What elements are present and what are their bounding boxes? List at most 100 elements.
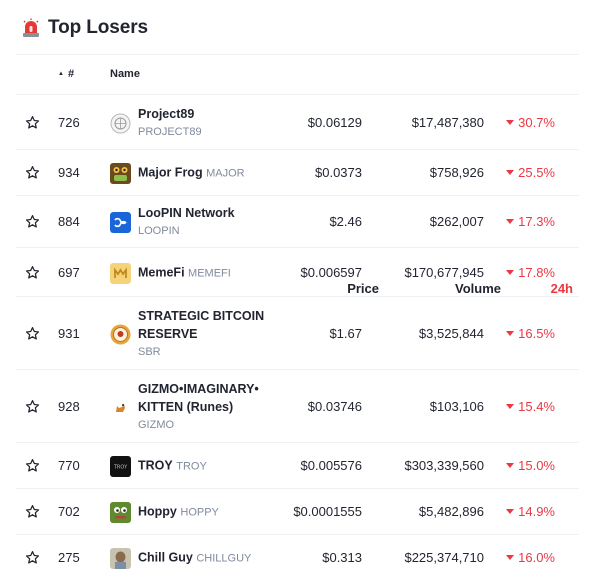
volume-value: $262,007 — [429, 214, 484, 229]
table-row[interactable]: 275 Chill Guy CHILLGUY $0.313 $225,374,710 1… — [16, 534, 579, 581]
caret-down-icon — [506, 170, 515, 175]
svg-text:TROY: TROY — [113, 465, 128, 471]
table-row[interactable]: 928 GIZMO•IMAGINARY• KITTEN (Runes) GIZMO… — [16, 369, 579, 443]
change-24h-value: 14.9% — [518, 504, 555, 519]
price-value: $0.006597 — [300, 264, 362, 280]
change-24h-value: 15.4% — [518, 398, 555, 414]
change-24h-value: 30.7% — [518, 114, 555, 130]
column-header-price[interactable]: Price — [347, 280, 379, 296]
coin-name-cell[interactable]: LooPIN Network LOOPIN — [138, 204, 268, 240]
widget-header: Top Losers — [21, 16, 148, 40]
column-header-rank-label: # — [67, 68, 75, 80]
change-24h: 15.4% — [506, 399, 555, 415]
coin-name[interactable]: Major Frog — [138, 165, 203, 180]
memefi-logo — [110, 262, 131, 284]
volume-value: $5,482,896 — [418, 504, 484, 519]
caret-down-icon — [506, 509, 515, 514]
change-24h-value: 16.5% — [518, 325, 555, 341]
star-icon[interactable] — [25, 214, 40, 229]
coin-name[interactable]: GIZMO•IMAGINARY• KITTEN (Runes) — [138, 381, 259, 414]
coin-name[interactable]: Hoppy — [138, 504, 177, 519]
table-row[interactable]: 697 MemeFi MEMEFI $0.006597 $170,677,945 17.… — [16, 247, 579, 297]
volume-value: $170,677,945 — [404, 264, 484, 280]
change-24h: 16.0% — [506, 550, 555, 566]
price-value: $0.0001555 — [293, 504, 362, 519]
table-row[interactable]: 770 TROY TROY TROY $0.005576 $303,339,560 15.… — [16, 442, 579, 489]
loopin-logo — [110, 212, 131, 233]
widget-title: Top Losers — [48, 17, 148, 38]
coin-name-cell[interactable]: Project89 PROJECT89 — [138, 105, 268, 141]
volume-value: $225,374,710 — [404, 550, 484, 565]
star-icon[interactable] — [25, 115, 40, 130]
volume-value: $758,926 — [429, 165, 484, 180]
coin-name[interactable]: MemeFi — [138, 265, 185, 279]
change-24h: 17.8% — [506, 265, 555, 281]
coin-name[interactable]: STRATEGIC BITCOIN RESERVE — [138, 308, 265, 341]
coin-symbol: PROJECT89 — [138, 125, 202, 138]
change-24h: 17.3% — [506, 214, 555, 230]
header-divider — [16, 54, 579, 55]
change-24h: 16.5% — [506, 326, 555, 342]
coin-name-cell[interactable]: GIZMO•IMAGINARY• KITTEN (Runes) GIZMO — [138, 380, 268, 434]
column-header-24h[interactable]: 24h — [550, 280, 573, 296]
change-24h: 30.7% — [506, 115, 555, 131]
star-icon[interactable] — [25, 165, 40, 180]
table-row[interactable]: 884 LooPIN Network LOOPIN $2.46 $262,007 17.… — [16, 195, 579, 248]
change-24h-value: 25.5% — [518, 165, 555, 180]
rank-value: 275 — [58, 550, 80, 565]
coin-symbol: MAJOR — [206, 167, 245, 180]
star-icon[interactable] — [25, 550, 40, 565]
table-row[interactable]: 934 Major Frog MAJOR $0.0373 $758,926 25.5% — [16, 149, 579, 196]
rank-value: 934 — [58, 165, 80, 180]
coin-name-cell[interactable]: TROY TROY — [138, 457, 268, 476]
troy-logo: TROY — [110, 456, 131, 477]
caret-down-icon — [506, 219, 515, 224]
caret-down-icon — [506, 330, 515, 336]
volume-value: $3,525,844 — [418, 325, 484, 341]
caret-down-icon — [506, 403, 515, 409]
table-row[interactable]: 726 Project89 PROJECT89 $0.06129 $17,487,38… — [16, 94, 579, 150]
coin-name[interactable]: TROY — [138, 458, 173, 473]
volume-value: $103,106 — [429, 398, 484, 414]
price-value: $0.06129 — [307, 114, 362, 130]
change-24h-value: 17.3% — [518, 214, 555, 229]
column-header-rank[interactable]: ▲ # — [58, 68, 74, 80]
coin-name-cell[interactable]: STRATEGIC BITCOIN RESERVE SBR — [138, 307, 268, 361]
coin-name[interactable]: LooPIN Network — [138, 206, 235, 220]
caret-down-icon — [506, 269, 515, 275]
table-row[interactable]: 931 STRATEGIC BITCOIN RESERVE SBR $1.67 $3,… — [16, 296, 579, 370]
change-24h-value: 17.8% — [518, 264, 555, 280]
change-24h: 14.9% — [506, 504, 555, 520]
star-icon[interactable] — [25, 399, 40, 414]
siren-icon — [23, 18, 39, 37]
star-icon[interactable] — [25, 265, 40, 280]
price-value: $0.313 — [322, 550, 362, 565]
coin-symbol: HOPPY — [180, 506, 219, 519]
table-row[interactable]: 702 Hoppy HOPPY $0.0001555 $5,482,896 14.9% — [16, 488, 579, 535]
hoppy-logo — [110, 502, 131, 523]
coin-name[interactable]: Project89 — [138, 106, 195, 121]
coin-name[interactable]: Chill Guy — [138, 550, 193, 565]
coin-symbol: MEMEFI — [188, 267, 231, 279]
caret-down-icon — [506, 463, 515, 468]
coin-name-cell[interactable]: Major Frog MAJOR — [138, 164, 268, 183]
change-24h: 15.0% — [506, 458, 555, 474]
caret-down-icon — [506, 555, 515, 560]
column-header-name[interactable]: Name — [110, 68, 140, 80]
rank-value: 931 — [58, 325, 80, 341]
price-value: $0.03746 — [307, 398, 362, 414]
star-icon[interactable] — [25, 458, 40, 473]
star-icon[interactable] — [25, 326, 40, 341]
coin-name-cell[interactable]: MemeFi MEMEFI — [138, 263, 268, 282]
volume-value: $303,339,560 — [404, 458, 484, 473]
rank-value: 726 — [58, 114, 80, 130]
coin-name-cell[interactable]: Hoppy HOPPY — [138, 503, 268, 522]
gizmo-logo — [110, 396, 131, 418]
change-24h-value: 15.0% — [518, 458, 555, 473]
project89-logo — [110, 113, 131, 134]
star-icon[interactable] — [25, 504, 40, 519]
sort-ascending-icon: ▲ — [58, 71, 64, 77]
rank-value: 884 — [58, 214, 80, 229]
coin-name-cell[interactable]: Chill Guy CHILLGUY — [138, 549, 268, 568]
column-header-volume[interactable]: Volume — [455, 280, 501, 296]
